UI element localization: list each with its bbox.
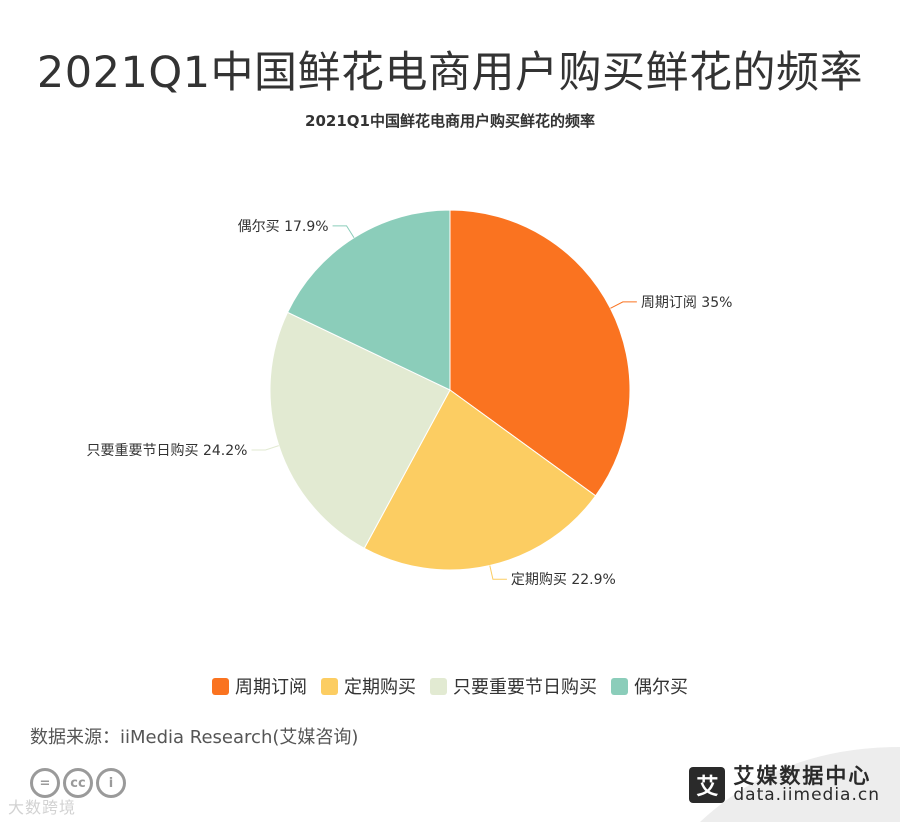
label-leader-line — [489, 565, 507, 580]
pie-slice[interactable] — [449, 209, 631, 497]
pie-slice[interactable] — [363, 389, 597, 571]
slice-label: 只要重要节日购买 24.2% — [87, 443, 248, 459]
label-leader-line — [610, 301, 637, 309]
legend-label: 偶尔买 — [634, 677, 688, 698]
legend-item[interactable]: 定期购买 — [321, 673, 416, 699]
legend-label: 周期订阅 — [235, 677, 307, 698]
legend-swatch — [611, 677, 628, 695]
legend-item[interactable]: 偶尔买 — [611, 673, 688, 699]
slice-label: 周期订阅 35% — [641, 295, 733, 311]
brand-name: 艾媒数据中心 — [733, 764, 872, 788]
slice-label: 定期购买 22.9% — [511, 572, 616, 588]
corner-decoration — [700, 747, 900, 822]
cc-icon: cc — [63, 768, 93, 798]
legend-swatch — [430, 677, 447, 695]
brand-logo-icon: 艾 — [689, 766, 726, 803]
watermark: 大数跨境 — [8, 798, 77, 817]
legend-swatch — [321, 677, 338, 695]
legend-item[interactable]: 周期订阅 — [212, 673, 307, 699]
legend-swatch — [212, 677, 229, 695]
slice-label: 偶尔买 17.9% — [238, 219, 329, 235]
legend: 周期订阅 定期购买 只要重要节日购买 偶尔买 — [0, 673, 900, 699]
label-leader-line — [251, 445, 279, 451]
cc-nd-icon: = — [30, 768, 60, 798]
pie-slice[interactable] — [269, 311, 451, 549]
chart-title: 2021Q1中国鲜花电商用户购买鲜花的频率 — [305, 112, 595, 130]
data-source: 数据来源：iiMedia Research(艾媒咨询) — [30, 727, 359, 748]
brand-url: data.iimedia.cn — [733, 785, 880, 806]
pie-slice[interactable] — [286, 209, 451, 391]
legend-item[interactable]: 只要重要节日购买 — [430, 673, 597, 699]
page-title: 2021Q1中国鲜花电商用户购买鲜花的频率 — [36, 48, 864, 98]
label-leader-line — [332, 225, 355, 238]
cc-by-icon: i — [96, 768, 126, 798]
cc-license-badges: = cc i — [30, 768, 126, 798]
legend-label: 定期购买 — [344, 677, 416, 698]
brand: 艾 艾媒数据中心 data.iimedia.cn — [689, 765, 880, 805]
legend-label: 只要重要节日购买 — [453, 677, 597, 698]
